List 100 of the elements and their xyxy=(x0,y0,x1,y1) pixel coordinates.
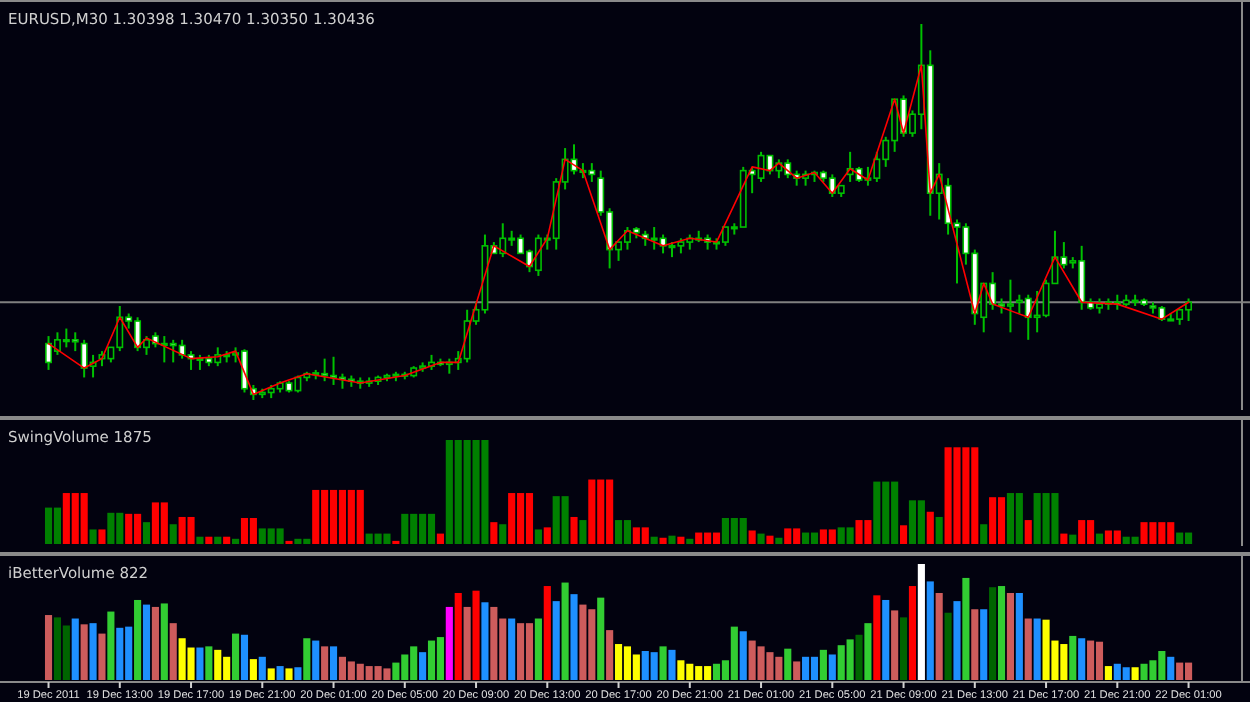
bar xyxy=(427,513,436,544)
bar xyxy=(419,652,427,680)
bar xyxy=(1176,532,1184,544)
bar xyxy=(855,520,863,544)
bar xyxy=(846,639,854,680)
bar xyxy=(864,623,872,680)
bar xyxy=(899,525,908,544)
bar xyxy=(214,649,222,680)
bar xyxy=(623,520,632,544)
bar xyxy=(730,626,738,680)
bar xyxy=(490,606,498,680)
bar xyxy=(1176,662,1184,680)
bar xyxy=(160,603,168,680)
bar xyxy=(454,593,462,680)
bar xyxy=(258,656,266,680)
bar xyxy=(89,623,97,680)
bar xyxy=(757,533,765,544)
bar xyxy=(659,537,667,544)
bar xyxy=(267,668,275,680)
bar xyxy=(463,606,471,680)
bar xyxy=(908,500,917,544)
bar xyxy=(819,649,827,680)
bar xyxy=(739,631,747,680)
bar xyxy=(1033,618,1041,680)
bar xyxy=(579,520,587,544)
candlestick xyxy=(71,331,79,353)
bar xyxy=(944,612,952,680)
bar xyxy=(668,649,676,680)
bar xyxy=(561,496,569,544)
bar xyxy=(686,538,694,544)
bar xyxy=(1122,667,1130,680)
bar xyxy=(160,502,168,544)
bar xyxy=(240,518,249,544)
bar xyxy=(338,489,347,544)
bar xyxy=(980,609,988,680)
bar xyxy=(802,532,810,544)
bar xyxy=(917,564,925,680)
bar xyxy=(873,481,881,544)
bar xyxy=(1095,641,1104,680)
bar xyxy=(508,618,516,680)
bar xyxy=(677,536,685,544)
bar xyxy=(436,533,444,544)
bar xyxy=(142,604,151,680)
bar xyxy=(89,529,97,544)
bar xyxy=(142,522,151,544)
bar xyxy=(828,529,836,544)
bar xyxy=(1131,536,1139,544)
bar xyxy=(214,536,222,544)
bar xyxy=(525,493,534,544)
bar xyxy=(240,634,249,680)
bar xyxy=(588,479,596,544)
bar xyxy=(855,634,863,680)
bar xyxy=(356,489,364,544)
bar xyxy=(570,594,578,680)
bar xyxy=(517,623,525,680)
bar xyxy=(525,623,534,680)
bar xyxy=(1069,635,1077,680)
bar xyxy=(712,532,721,544)
bar xyxy=(980,524,988,544)
bar xyxy=(1078,520,1086,544)
bar xyxy=(1104,666,1112,680)
bar xyxy=(926,581,934,680)
bar xyxy=(276,528,284,544)
bar xyxy=(276,666,284,680)
bar xyxy=(748,530,756,544)
bar xyxy=(329,489,338,544)
bar xyxy=(802,656,810,680)
bar xyxy=(570,516,578,544)
bar xyxy=(151,606,159,680)
bar xyxy=(935,516,943,544)
candlestick xyxy=(1006,278,1014,334)
bar xyxy=(1140,663,1148,680)
bar xyxy=(712,663,721,680)
bar xyxy=(641,527,649,544)
bar xyxy=(668,535,676,544)
bar xyxy=(383,668,391,680)
bar xyxy=(71,618,79,680)
bar xyxy=(926,511,934,544)
bar xyxy=(481,602,489,680)
bar xyxy=(552,601,560,680)
bar xyxy=(205,536,213,544)
bar xyxy=(249,659,257,680)
bar xyxy=(53,507,61,544)
bar xyxy=(1006,593,1014,680)
bar xyxy=(828,654,836,680)
bar xyxy=(329,646,338,680)
bar xyxy=(1015,593,1023,680)
bar xyxy=(775,537,783,544)
bar xyxy=(107,611,115,680)
bar xyxy=(1131,667,1139,680)
bar xyxy=(1024,618,1032,680)
bar xyxy=(1069,534,1077,544)
bar xyxy=(650,536,658,544)
bar xyxy=(1140,522,1148,544)
bar xyxy=(134,599,142,680)
bar xyxy=(1078,638,1086,680)
bar xyxy=(427,640,436,680)
bar xyxy=(784,528,792,544)
bar xyxy=(80,624,88,680)
bar xyxy=(294,667,302,680)
